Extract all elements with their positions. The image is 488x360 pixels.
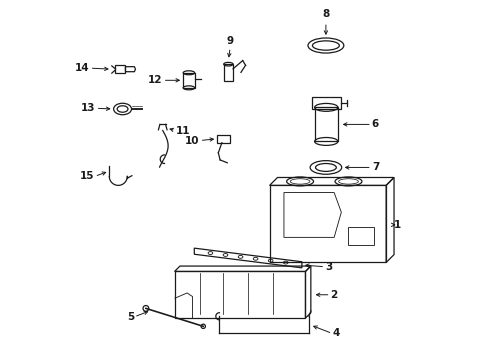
Text: 10: 10 bbox=[185, 136, 199, 145]
Text: 5: 5 bbox=[126, 312, 134, 322]
Text: 9: 9 bbox=[226, 36, 233, 46]
Text: 3: 3 bbox=[325, 262, 332, 272]
Text: 11: 11 bbox=[175, 126, 190, 135]
Text: 12: 12 bbox=[148, 75, 163, 85]
Text: 4: 4 bbox=[332, 328, 339, 338]
Text: 8: 8 bbox=[322, 9, 329, 19]
Text: 2: 2 bbox=[330, 290, 337, 300]
Text: 14: 14 bbox=[75, 63, 89, 73]
Text: 15: 15 bbox=[80, 171, 94, 181]
Text: 13: 13 bbox=[81, 103, 96, 113]
Text: 6: 6 bbox=[371, 120, 378, 129]
Text: 7: 7 bbox=[371, 162, 378, 172]
Text: 1: 1 bbox=[392, 220, 400, 230]
